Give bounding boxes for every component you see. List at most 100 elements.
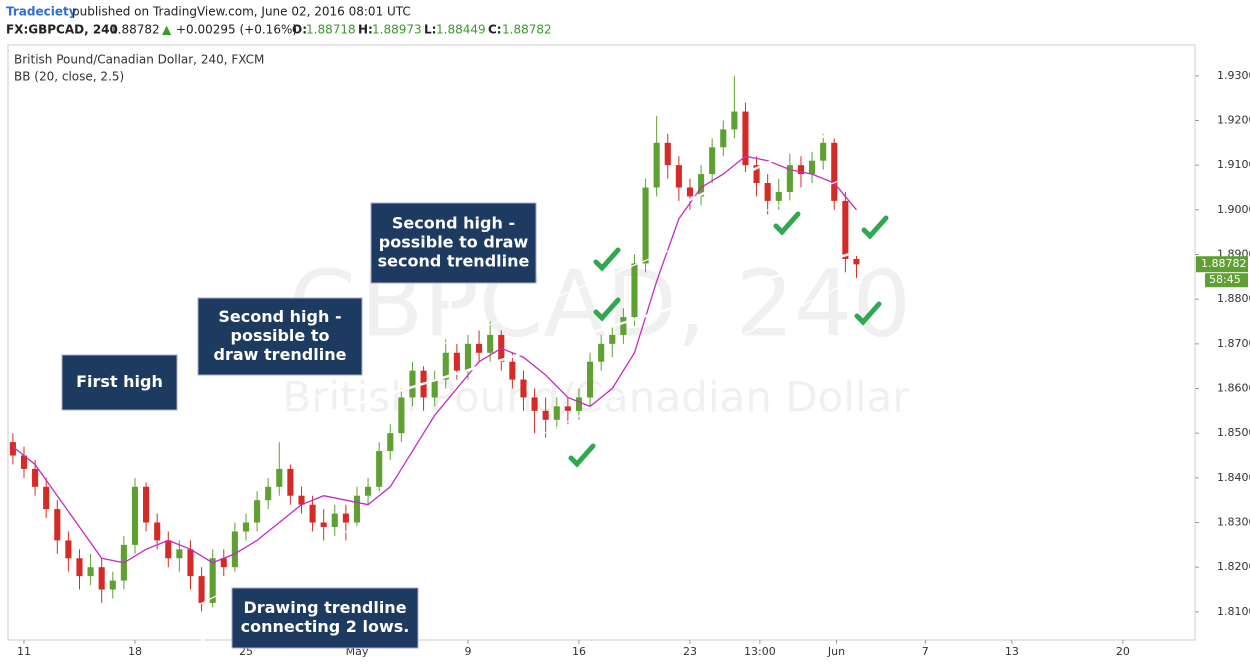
candle-body (531, 397, 538, 411)
y-tick-label: 1.93000 (1217, 69, 1250, 82)
x-tick-label: 18 (128, 645, 142, 658)
candle-body (43, 486, 50, 510)
candle-body (820, 142, 827, 161)
candle-body (320, 522, 327, 527)
candle-body (686, 187, 694, 197)
annotation-text: Second high - (392, 214, 515, 233)
x-tick-label: 13 (1005, 645, 1019, 658)
x-tick-label: 13:00 (744, 645, 776, 658)
annotation-box (197, 297, 363, 376)
x-tick-label: 11 (17, 645, 31, 658)
y-tick-label: 1.88000 (1217, 292, 1250, 305)
symbol: FX:GBPCAD, 240 (6, 23, 118, 37)
arrow-up (340, 544, 358, 578)
candle-body (431, 379, 438, 398)
author[interactable]: Tradeciety (6, 5, 77, 19)
arrow-up (194, 609, 212, 642)
legend-symbol: British Pound/Canadian Dollar, 240, FXCM (14, 53, 264, 67)
candle-body (642, 187, 649, 264)
candle-body (154, 522, 161, 541)
candle-body (76, 558, 83, 577)
y-tick-label: 1.92000 (1217, 113, 1250, 126)
trendline (674, 116, 863, 209)
candle-body (442, 352, 449, 380)
candle-body (653, 142, 660, 188)
candle-body (587, 361, 594, 398)
candle-body (520, 379, 527, 398)
h-label: H: (358, 23, 373, 37)
candle-body (720, 129, 727, 148)
l-label: L: (424, 23, 436, 37)
candle-body (220, 558, 227, 568)
c: 1.88782 (502, 23, 552, 37)
legend-indicator: BB (20, close, 2.5) (14, 70, 124, 84)
bb-basis (12, 155, 857, 564)
x-tick-label: 7 (922, 645, 929, 658)
change: +0.00295 (+0.16%) (176, 23, 297, 37)
candle-body (476, 343, 483, 353)
candle-body (265, 486, 272, 501)
x-tick-label: 9 (464, 645, 471, 658)
annotation-box (61, 354, 178, 411)
candle-body (176, 549, 183, 559)
candle-body (786, 165, 793, 192)
arrow-down (125, 420, 143, 461)
arrow: ▲ (162, 23, 172, 37)
h: 1.88973 (372, 23, 422, 37)
candle-body (376, 451, 383, 487)
y-tick-label: 1.83000 (1217, 516, 1250, 529)
candle-body (631, 263, 638, 318)
candle-body (731, 111, 738, 130)
candle-body (54, 509, 61, 541)
candle-body (398, 397, 405, 434)
candle-body (464, 343, 472, 371)
candle-body (509, 361, 516, 380)
candle-body (353, 495, 361, 523)
y-tick-label: 1.81000 (1217, 605, 1250, 618)
watermark: British Pound/Canadian Dollar (282, 373, 910, 422)
checkmark (854, 301, 882, 326)
annotation-box (370, 202, 537, 284)
annotation-text: Drawing trendline (243, 598, 406, 617)
candle-body (797, 165, 805, 175)
candle-body (542, 410, 549, 420)
plot-frame (7, 44, 1196, 641)
candle-body (742, 111, 749, 166)
candle-body (342, 513, 349, 523)
price-tag-box (1196, 256, 1248, 273)
candle-body (487, 334, 494, 353)
checkmark (593, 247, 621, 272)
plot: 1.81000 1.82000 1.83000 1.84000 1.85000 1.860… (9, 69, 1250, 658)
candle-body (698, 174, 705, 197)
checkmarks (568, 211, 889, 468)
candle-body (109, 580, 116, 590)
checkmark (593, 297, 621, 322)
candle-body (575, 397, 583, 411)
candle-body (131, 486, 139, 545)
candle-body (753, 165, 760, 184)
y-tick-label: 1.82000 (1217, 560, 1250, 573)
y-tick-label: 1.86000 (1217, 382, 1250, 395)
arrow-down (268, 390, 286, 443)
l: 1.88449 (436, 23, 486, 37)
x-tick-label: Jun (827, 645, 845, 658)
c-label: C: (488, 23, 502, 37)
candle-body (309, 504, 316, 523)
candle-body (598, 343, 605, 362)
candle-body (775, 191, 782, 201)
candle-body (842, 200, 849, 259)
checkmark (568, 443, 596, 468)
candle-body (853, 258, 860, 265)
candle-body (675, 165, 682, 188)
annotation-text: First high (76, 372, 163, 391)
candle-body (298, 495, 305, 505)
arrow-down (441, 293, 459, 331)
checkmark (861, 215, 889, 240)
candle-body (409, 370, 416, 398)
o: 1.88718 (306, 23, 356, 37)
candle-body (365, 486, 372, 496)
candle-body (87, 567, 94, 577)
y-tick-label: 1.90000 (1217, 203, 1250, 216)
candle-body (564, 406, 571, 411)
